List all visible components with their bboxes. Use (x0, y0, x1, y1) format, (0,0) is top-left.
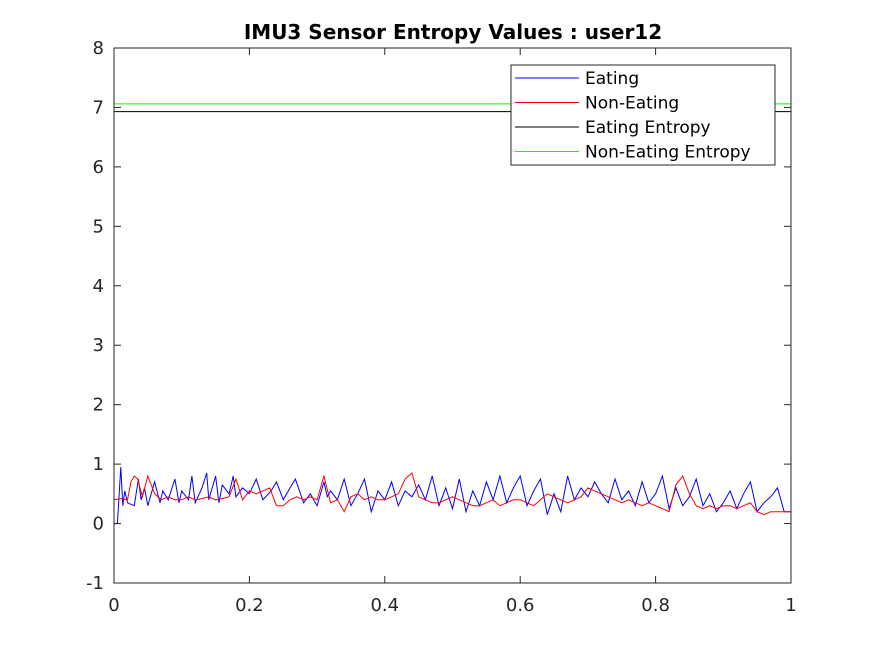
x-tick-label: 0 (108, 595, 119, 616)
chart-title: IMU3 Sensor Entropy Values : user12 (244, 20, 662, 44)
y-tick-label: 6 (93, 157, 104, 178)
series-line-non-eating (114, 472, 791, 516)
legend-label: Non-Eating (585, 94, 679, 114)
x-tick-label: 0.8 (641, 595, 670, 616)
x-tick-label: 0.2 (235, 595, 264, 616)
y-tick-label: 4 (93, 276, 104, 297)
axes-box (113, 47, 792, 584)
plot-area (114, 103, 791, 525)
x-tick-label: 0.4 (370, 595, 399, 616)
series-line-eating (114, 467, 791, 525)
y-tick-label: 3 (93, 335, 104, 356)
legend: Eating Non-Eating Eating Entropy Non-Eating… (510, 64, 776, 166)
y-tick-label: 8 (93, 38, 104, 59)
y-tick-label: 5 (93, 216, 104, 237)
legend-label: Eating (585, 69, 639, 89)
x-tick-label: 1 (785, 595, 796, 616)
legend-label: Non-Eating Entropy (585, 143, 751, 163)
y-tick-label: 0 (93, 514, 104, 535)
y-tick-label: -1 (86, 573, 104, 594)
y-tick-label: 1 (93, 454, 104, 475)
legend-box (510, 64, 776, 166)
y-tick-label: 2 (93, 395, 104, 416)
y-tick-label: 7 (93, 97, 104, 118)
legend-label: Eating Entropy (585, 118, 711, 138)
x-tick-label: 0.6 (506, 595, 535, 616)
